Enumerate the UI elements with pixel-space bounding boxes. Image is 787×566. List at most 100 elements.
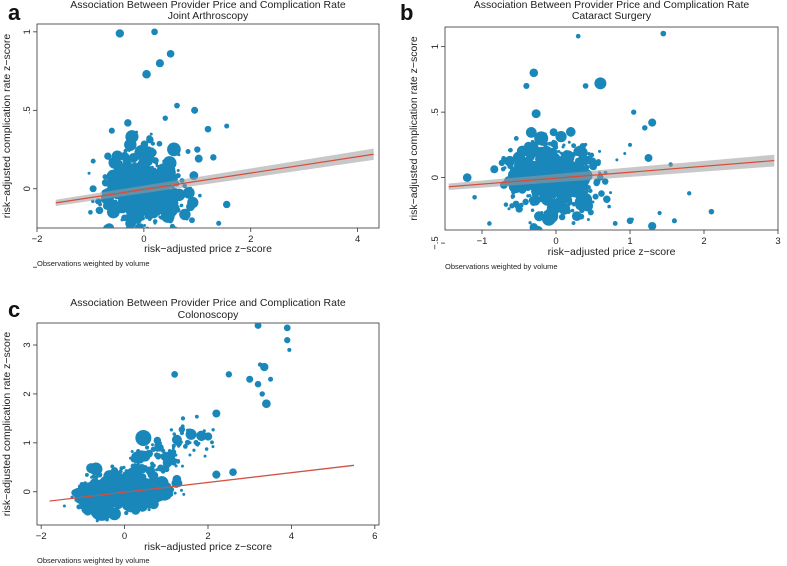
data-point [86,501,90,505]
data-point [158,483,162,488]
data-point [565,127,576,137]
data-point [133,463,137,467]
data-point [104,152,112,160]
data-point [116,486,120,490]
outlier-point [200,233,206,239]
data-point [91,474,96,479]
data-point [544,150,548,154]
outlier-point [88,209,93,215]
outlier-point [254,323,262,329]
outlier-point [648,221,657,230]
y-axis-label: risk−adjusted complication rate z−score [408,36,420,221]
data-point [117,197,125,205]
outlier-point [487,221,492,226]
data-point [551,139,555,143]
chart-panel-a: a Association Between Provider Price and … [1,0,380,268]
data-point [145,449,153,458]
data-point [162,463,170,471]
data-point [125,226,130,228]
outlier-point [166,49,175,58]
outlier-point [189,217,195,224]
data-point [584,162,588,166]
outlier-point [155,59,164,68]
data-point [137,223,144,228]
data-point [140,164,144,168]
points-group [62,323,292,523]
data-point [194,414,199,419]
data-point [175,172,181,179]
chart-title: Association Between Provider Price and C… [70,0,346,11]
data-point [503,166,507,170]
outlier-point [582,83,589,89]
data-point [575,164,580,169]
data-point [164,453,170,458]
data-point [528,221,532,225]
x-tick-label: 4 [355,234,360,245]
outlier-point [612,221,618,226]
data-point [513,166,527,180]
outlier-point [212,409,221,418]
data-point [586,160,592,165]
x-tick-label: 3 [775,236,780,247]
data-point [138,229,141,232]
data-point [562,198,567,203]
data-point [175,459,181,464]
data-point [598,149,602,153]
outlier-point [671,218,677,224]
data-point [136,499,140,503]
data-point [80,489,85,494]
outlier-point [124,119,132,127]
data-point [589,152,595,158]
data-point [124,510,129,516]
data-point [149,132,153,136]
data-point [512,200,520,208]
data-point [135,194,140,199]
data-point [562,143,566,147]
data-point [571,143,577,149]
data-point [138,152,150,164]
outlier-point [204,125,212,133]
outlier-point [648,118,657,127]
y-axis-label: risk−adjusted complication rate z−score [1,34,13,219]
data-point [97,472,103,478]
x-tick-label: 0 [122,531,127,542]
outlier-point [115,29,125,38]
panel-letter: c [8,297,20,322]
data-point [203,454,207,458]
confidence-band [448,154,775,191]
data-point [554,184,565,196]
outlier-point [644,153,653,162]
data-point [198,193,202,198]
data-point [152,219,158,224]
data-point [173,491,177,495]
fit-line [49,464,355,502]
data-point [158,164,162,168]
outlier-point [631,109,637,115]
data-point [87,171,91,175]
chart-title: Association Between Provider Price and C… [474,0,750,11]
data-point [151,443,155,447]
data-point [143,465,148,470]
data-point [135,429,152,446]
outlier-point [529,223,539,230]
data-point [179,440,183,444]
data-point [623,151,627,156]
data-point [113,175,118,180]
data-point [111,481,115,486]
data-point [167,458,171,462]
data-point [547,147,558,158]
data-point [137,213,141,217]
data-point [146,135,152,141]
data-point [111,469,121,479]
data-point [124,501,132,509]
y-tick-label: −.5 [430,236,441,249]
data-point [179,488,183,492]
outlier-point [259,391,265,397]
data-point [592,193,599,200]
data-point [169,428,174,432]
panel-letter: b [400,0,413,25]
data-point [79,482,85,487]
data-point [188,186,193,190]
outlier-point [246,375,254,383]
data-point [501,157,506,162]
